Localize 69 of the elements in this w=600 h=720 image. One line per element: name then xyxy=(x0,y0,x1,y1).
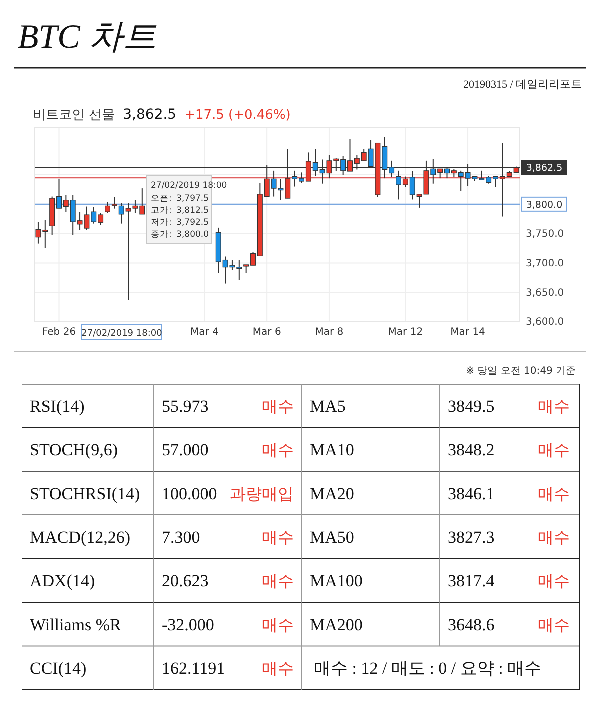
chart-title: BTC 차트 xyxy=(18,19,157,56)
annotation: 3,797.5 xyxy=(176,194,209,204)
candlestick xyxy=(105,202,110,214)
text: MA50 xyxy=(310,528,354,547)
text: 과량매입 xyxy=(230,484,294,504)
text: 20.623 xyxy=(162,572,209,591)
y-tick-label: 3,700.0 xyxy=(526,258,564,270)
text: 3,862.5 xyxy=(123,107,177,123)
text: 매수 xyxy=(538,572,570,591)
ref-line-label: 3,800.0 xyxy=(526,200,563,211)
x-tick-label: Mar 6 xyxy=(252,327,282,338)
text: 3848.2 xyxy=(448,440,495,460)
annotation: 오픈: xyxy=(151,194,172,204)
y-tick-label: 3,750.0 xyxy=(526,229,564,240)
text: ※ 당일 오전 10:49 기준 xyxy=(466,366,576,377)
text: MA20 xyxy=(310,484,354,504)
text: MA200 xyxy=(310,615,363,634)
x-tick-label: Mar 8 xyxy=(315,327,344,338)
text: 매수 xyxy=(262,572,294,591)
text: 3827.3 xyxy=(448,528,495,547)
text: 매수 xyxy=(262,659,294,678)
ref-line-label: 3,862.5 xyxy=(526,163,563,174)
text: 7.300 xyxy=(162,528,200,547)
text: MA10 xyxy=(310,440,354,460)
annotation: 27/02/2019 18:00 xyxy=(151,181,228,191)
text: STOCHRSI(14) xyxy=(30,484,140,504)
text: 매수 xyxy=(538,484,570,504)
text: CCI(14) xyxy=(30,659,87,678)
annotation: 3,800.0 xyxy=(176,230,209,240)
text: 매수 xyxy=(538,528,570,547)
x-tick-label: Feb 26 xyxy=(42,327,76,338)
text: RSI(14) xyxy=(30,396,85,416)
text: 100.000 xyxy=(162,484,218,504)
text: 매수 : 12 / 매도 : 0 / 요약 : 매수 xyxy=(314,659,542,678)
text: 3846.1 xyxy=(448,484,495,504)
text: 3648.6 xyxy=(448,615,495,634)
annotation: 3,792.5 xyxy=(176,218,209,228)
x-tick-label: Mar 14 xyxy=(450,327,486,338)
text: 매수 xyxy=(538,396,570,416)
y-tick-label: 3,650.0 xyxy=(526,288,564,299)
text: 3817.4 xyxy=(448,572,496,591)
text: STOCH(9,6) xyxy=(30,440,118,460)
text: 162.1191 xyxy=(162,659,226,678)
text: 55.973 xyxy=(162,396,209,416)
y-tick-label: 3,600.0 xyxy=(526,317,564,328)
text: -32.000 xyxy=(162,615,214,634)
annotation: 3,812.5 xyxy=(176,206,209,216)
annotation: 저가: xyxy=(151,218,172,228)
text: MACD(12,26) xyxy=(30,528,131,547)
chart-subtitle: 20190315 / 데일리리포트 xyxy=(463,79,582,91)
annotation: 고가: xyxy=(151,206,172,216)
text: MA100 xyxy=(310,572,363,591)
candlestick xyxy=(112,196,118,210)
text: Williams %R xyxy=(30,615,122,634)
text: 3849.5 xyxy=(448,396,495,416)
text: 매수 xyxy=(262,528,294,547)
x-tick-label: Mar 4 xyxy=(190,327,219,338)
annotation: 종가: xyxy=(151,230,172,240)
text: 매수 xyxy=(538,615,570,634)
text: 매수 xyxy=(262,396,294,416)
text: ADX(14) xyxy=(30,572,96,591)
x-tick-label: Mar 12 xyxy=(388,327,424,338)
text: 매수 xyxy=(262,615,294,634)
text: MA5 xyxy=(310,396,346,416)
text: 57.000 xyxy=(162,440,209,460)
text: 비트코인 선물 xyxy=(33,108,116,123)
text: +17.5 (+0.46%) xyxy=(184,108,291,123)
text: 매수 xyxy=(538,440,570,460)
text: 매수 xyxy=(262,440,294,460)
